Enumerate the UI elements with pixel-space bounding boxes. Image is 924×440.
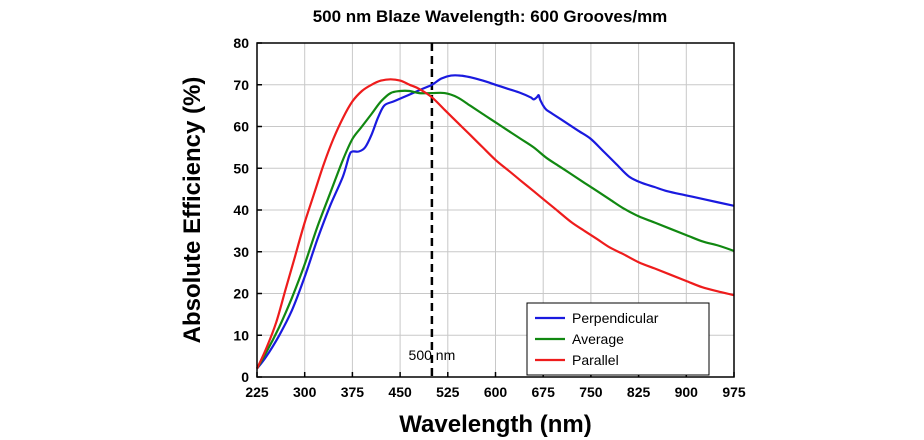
ticks-group: 225 300 375 450 525 600 675 750 825 900 975 0 10 20 30… xyxy=(233,35,745,400)
x-tick-label: 525 xyxy=(436,384,460,400)
blaze-marker-label: 500 nm xyxy=(409,347,456,363)
x-tick-label: 450 xyxy=(388,384,412,400)
x-tick-label: 975 xyxy=(722,384,746,400)
x-tick-label: 825 xyxy=(627,384,651,400)
x-tick-label: 375 xyxy=(341,384,365,400)
x-tick-label: 600 xyxy=(484,384,508,400)
x-tick-label: 300 xyxy=(293,384,317,400)
series-line-parallel xyxy=(256,78,735,370)
series-line-average xyxy=(256,89,735,370)
x-tick-label: 900 xyxy=(675,384,699,400)
x-axis-label: Wavelength (nm) xyxy=(399,411,591,438)
legend-label-parallel: Parallel xyxy=(572,352,619,368)
x-tick-label: 675 xyxy=(532,384,556,400)
y-tick-label: 0 xyxy=(241,369,249,385)
legend-label-perpendicular: Perpendicular xyxy=(572,310,659,326)
chart-title: 500 nm Blaze Wavelength: 600 Grooves/mm xyxy=(313,7,668,26)
y-axis-label: Absolute Efficiency (%) xyxy=(179,77,206,344)
y-tick-label: 70 xyxy=(233,77,249,93)
x-tick-label: 225 xyxy=(245,384,269,400)
series-group xyxy=(256,74,735,370)
y-tick-label: 10 xyxy=(233,327,249,343)
y-tick-label: 20 xyxy=(233,286,249,302)
y-tick-label: 50 xyxy=(233,160,249,176)
y-tick-label: 30 xyxy=(233,244,249,260)
x-tick-label: 750 xyxy=(579,384,603,400)
y-tick-label: 60 xyxy=(233,119,249,135)
legend-label-average: Average xyxy=(572,331,624,347)
y-tick-label: 40 xyxy=(233,202,249,218)
y-tick-label: 80 xyxy=(233,35,249,51)
series-line-perpendicular xyxy=(256,74,735,370)
legend: Perpendicular Average Parallel xyxy=(526,302,710,376)
